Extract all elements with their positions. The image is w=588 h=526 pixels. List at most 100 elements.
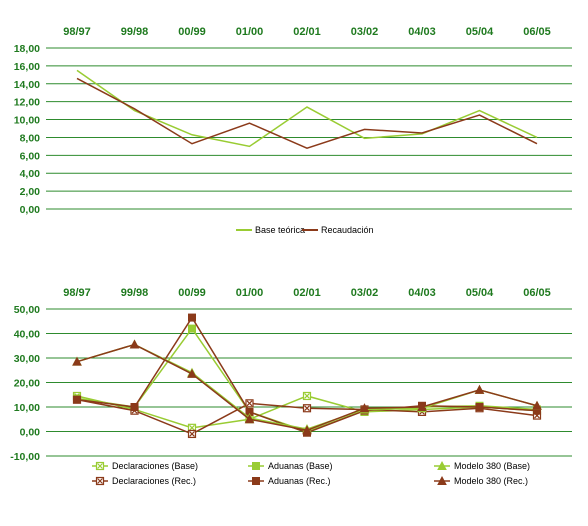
legend-label: Base teórica bbox=[255, 225, 305, 235]
legend-item: Aduanas (Rec.) bbox=[248, 476, 331, 486]
data-point bbox=[302, 391, 312, 401]
y-tick-label: 18,00 bbox=[14, 43, 40, 55]
marker-cross bbox=[189, 431, 195, 437]
marker-triangle bbox=[437, 475, 447, 485]
x-category-label: 98/97 bbox=[63, 26, 91, 38]
legend-item: Aduanas (Base) bbox=[248, 461, 333, 471]
legend-label: Modelo 380 (Rec.) bbox=[454, 476, 528, 486]
data-point bbox=[417, 401, 427, 411]
data-point bbox=[474, 384, 485, 394]
y-tick-label: 14,00 bbox=[14, 79, 40, 91]
y-tick-label: 20,00 bbox=[14, 378, 40, 390]
marker-triangle bbox=[532, 400, 542, 410]
legend-marker bbox=[252, 462, 260, 470]
data-point bbox=[532, 400, 542, 410]
y-tick-label: 8,00 bbox=[20, 132, 41, 144]
series-line bbox=[76, 69, 538, 148]
legend-marker bbox=[95, 476, 105, 486]
data-point bbox=[302, 404, 312, 413]
data-point bbox=[188, 313, 196, 322]
legend-marker bbox=[95, 461, 105, 471]
y-tick-label: -10,00 bbox=[10, 451, 40, 463]
marker-cross bbox=[189, 424, 195, 431]
legend-label: Declaraciones (Base) bbox=[112, 461, 198, 471]
data-point bbox=[244, 414, 255, 424]
legend-label: Aduanas (Base) bbox=[268, 461, 333, 471]
legend-label: Aduanas (Rec.) bbox=[268, 476, 331, 486]
data-point bbox=[187, 368, 197, 378]
data-point bbox=[302, 425, 312, 435]
data-point bbox=[245, 399, 254, 408]
x-category-label: 98/97 bbox=[63, 287, 91, 299]
series-recaudaci-n bbox=[76, 77, 538, 149]
x-category-label: 04/03 bbox=[408, 26, 436, 38]
marker-triangle bbox=[474, 384, 485, 394]
series-modelo-380-base bbox=[72, 339, 542, 434]
y-tick-label: 16,00 bbox=[14, 61, 40, 73]
data-point bbox=[130, 403, 139, 411]
marker-triangle bbox=[417, 401, 427, 411]
data-point bbox=[359, 403, 370, 413]
x-category-label: 06/05 bbox=[523, 26, 551, 38]
marker-square bbox=[73, 395, 81, 404]
legend-label: Recaudación bbox=[321, 225, 374, 235]
x-category-label: 05/04 bbox=[466, 287, 494, 299]
marker-triangle bbox=[72, 356, 82, 366]
series-line bbox=[76, 77, 538, 149]
y-tick-label: 6,00 bbox=[20, 150, 41, 162]
chart-1: 0,00 2,00 4,00 6,00 8,00 10,00 12,00 14,00 16,00… bbox=[14, 26, 572, 235]
marker-square bbox=[188, 313, 196, 322]
x-category-label: 01/00 bbox=[236, 287, 264, 299]
x-category-label: 02/01 bbox=[293, 287, 321, 299]
marker-cross bbox=[246, 400, 253, 407]
marker-cross bbox=[97, 463, 103, 469]
y-tick-label: 10,00 bbox=[14, 402, 40, 414]
series-aduanas-base bbox=[73, 324, 541, 436]
legend-item: Base teórica bbox=[236, 225, 305, 235]
x-category-label: 99/98 bbox=[121, 287, 149, 299]
legend-label: Modelo 380 (Base) bbox=[454, 461, 530, 471]
marker-square bbox=[188, 324, 196, 333]
data-point bbox=[73, 395, 81, 404]
y-tick-label: 0,00 bbox=[20, 427, 41, 439]
x-category-label: 03/02 bbox=[351, 26, 379, 38]
marker-square bbox=[475, 403, 484, 411]
legend-item: Declaraciones (Rec.) bbox=[92, 476, 196, 486]
marker-triangle bbox=[437, 460, 447, 470]
series-line bbox=[76, 343, 538, 432]
legend-marker bbox=[437, 475, 447, 485]
x-category-label: 01/00 bbox=[236, 26, 264, 38]
y-tick-label: 50,00 bbox=[14, 304, 40, 316]
series-modelo-380-rec bbox=[72, 339, 542, 435]
series-aduanas-rec bbox=[73, 313, 541, 437]
y-tick-label: 30,00 bbox=[14, 353, 40, 365]
data-point bbox=[475, 403, 484, 411]
marker-triangle bbox=[244, 414, 255, 424]
marker-triangle bbox=[129, 339, 140, 349]
y-tick-label: 40,00 bbox=[14, 329, 40, 341]
y-tick-label: 2,00 bbox=[20, 186, 41, 198]
series-line bbox=[76, 343, 538, 430]
legend-item: Modelo 380 (Rec.) bbox=[434, 475, 528, 486]
data-point bbox=[129, 339, 140, 349]
legend-item: Modelo 380 (Base) bbox=[434, 460, 530, 471]
y-tick-label: 4,00 bbox=[20, 168, 41, 180]
marker-cross bbox=[97, 478, 103, 484]
legend-label: Declaraciones (Rec.) bbox=[112, 476, 196, 486]
marker-cross bbox=[304, 393, 310, 399]
marker-square bbox=[252, 462, 260, 470]
series-base-te-rica bbox=[76, 69, 538, 148]
y-tick-label: 12,00 bbox=[14, 97, 40, 109]
legend-marker bbox=[252, 477, 260, 485]
chart-2: -10,00 0,00 10,00 20,00 30,00 40,00 50,00 98/97… bbox=[10, 287, 572, 486]
x-category-label: 04/03 bbox=[408, 287, 436, 299]
marker-triangle bbox=[302, 425, 312, 435]
data-point bbox=[188, 324, 196, 333]
data-point bbox=[187, 429, 197, 439]
y-tick-label: 10,00 bbox=[14, 115, 40, 127]
legend-item: Declaraciones (Base) bbox=[92, 461, 198, 471]
legend-item: Recaudación bbox=[302, 225, 374, 235]
marker-square bbox=[130, 403, 139, 411]
marker-triangle bbox=[187, 368, 197, 378]
marker-triangle bbox=[359, 403, 370, 413]
